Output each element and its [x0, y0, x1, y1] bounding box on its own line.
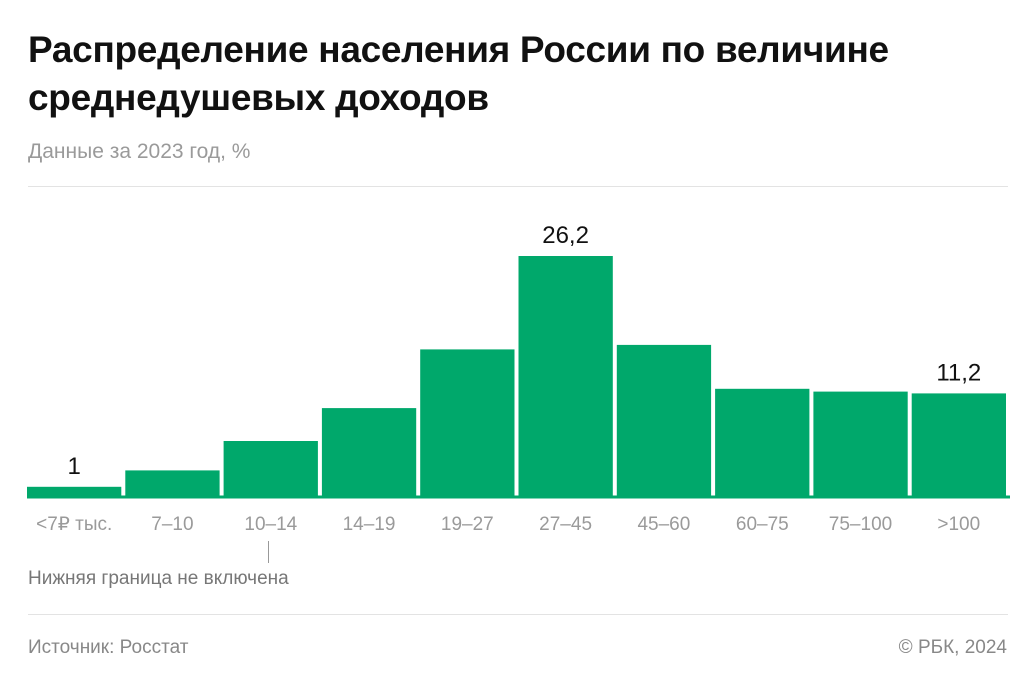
tick-label-1: 7–10 [151, 514, 193, 535]
bar-3 [321, 408, 417, 496]
bar-5 [518, 256, 613, 496]
chart-title: Распределение населения России по величи… [28, 29, 889, 118]
tick-label-9: >100 [937, 514, 980, 535]
top-divider [28, 186, 1008, 187]
bar-9 [911, 393, 1006, 496]
data-label-5: 26,2 [542, 222, 589, 249]
bar-4 [420, 349, 515, 496]
footnote: Нижняя граница не включена [28, 568, 289, 589]
copyright-label: © РБК, 2024 [898, 637, 1007, 658]
tick-label-7: 60–75 [736, 514, 789, 535]
bar-2 [223, 441, 318, 496]
bar-0 [27, 486, 122, 496]
data-label-0: 1 [68, 453, 81, 480]
tick-label-4: 19–27 [441, 514, 494, 535]
chart-subtitle: Данные за 2023 год, % [28, 140, 251, 163]
tick-label-5: 27–45 [539, 514, 592, 535]
tick-label-6: 45–60 [637, 514, 690, 535]
bar-7 [715, 388, 810, 496]
source-label: Источник: Росстат [28, 637, 189, 658]
bar-1 [125, 470, 220, 496]
data-label-9: 11,2 [936, 359, 981, 386]
bottom-divider [28, 614, 1008, 615]
tick-label-8: 75–100 [829, 514, 892, 535]
tick-label-2: 10–14 [244, 514, 297, 535]
lower-bound-marker [268, 541, 269, 563]
tick-label-0: <7₽ тыс. [36, 514, 112, 535]
tick-label-3: 14–19 [343, 514, 396, 535]
bar-6 [616, 344, 712, 496]
bar-8 [813, 391, 908, 496]
